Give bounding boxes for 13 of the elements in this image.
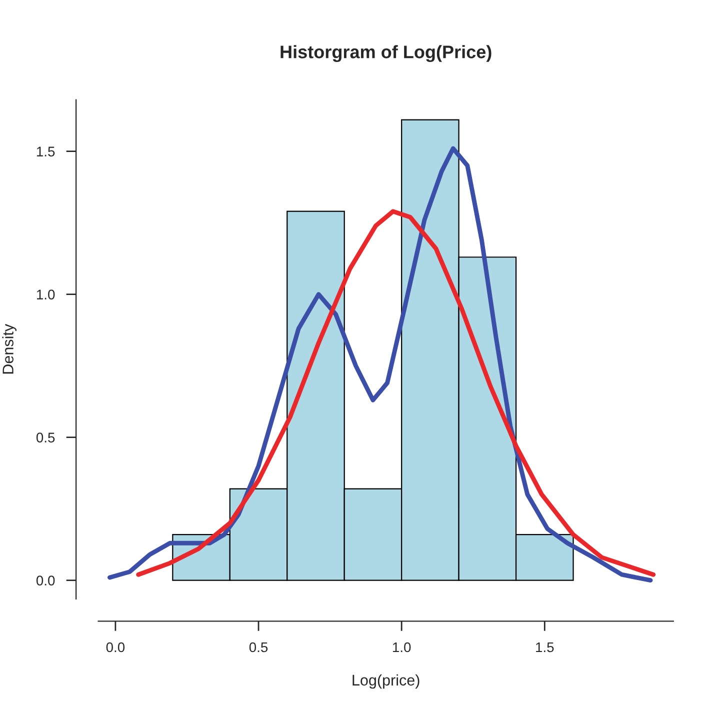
x-axis-title: Log(price) <box>352 674 420 689</box>
y-axis-title: Density <box>2 324 16 374</box>
y-tick-label: 1.0 <box>36 290 55 300</box>
y-tick-label: 0.0 <box>36 576 55 586</box>
line-series <box>108 146 653 583</box>
line-series <box>136 209 656 577</box>
x-tick-label: 1.5 <box>536 642 554 652</box>
y-tick-label: 0.5 <box>36 432 55 442</box>
x-tick-label: 0.5 <box>249 642 268 652</box>
x-tick-label: 1.0 <box>392 642 411 652</box>
x-tick-label: 0.0 <box>106 642 125 652</box>
y-tick-label: 1.5 <box>36 146 55 156</box>
chart-title: Historgram of Log(Price) <box>280 45 492 62</box>
